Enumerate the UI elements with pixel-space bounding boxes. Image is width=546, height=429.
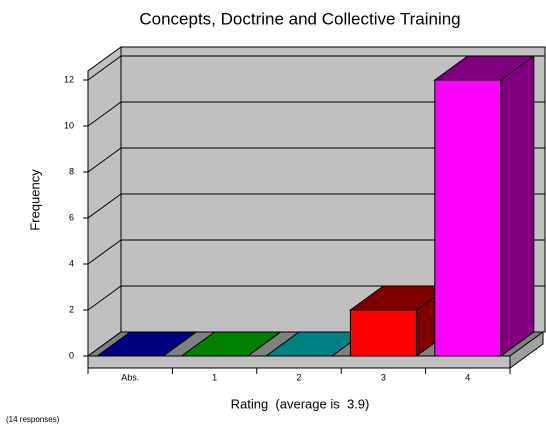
bar [349, 309, 417, 357]
grid-line [87, 193, 122, 219]
y-axis-label: Frequency [27, 169, 42, 231]
y-tick-label: 0 [69, 350, 74, 360]
x-tick-label: 4 [465, 372, 470, 382]
x-axis-label: Rating (average is 3.9) [231, 396, 370, 411]
grid-line [87, 55, 122, 81]
floor-side [509, 331, 544, 369]
y-tick-label: 4 [69, 258, 74, 268]
y-tick-label: 12 [64, 74, 74, 84]
floor-front [87, 355, 511, 369]
note: (14 responses) [6, 415, 60, 424]
y-tick-label: 2 [69, 304, 74, 314]
bar-top [95, 331, 198, 357]
grid-line [87, 239, 122, 265]
y-tick-label: 6 [69, 212, 74, 222]
x-tick-label: 3 [381, 372, 386, 382]
bar-side [500, 55, 535, 357]
left-wall [87, 46, 122, 357]
x-tick-label: 2 [296, 372, 301, 382]
x-tick-label: Abs. [121, 372, 139, 382]
x-tick-label: 1 [212, 372, 217, 382]
y-tick-label: 10 [64, 120, 74, 130]
chart-title: Concepts, Doctrine and Collective Traini… [139, 9, 460, 28]
grid-line [87, 147, 122, 173]
bar-top [180, 331, 283, 357]
bar [434, 79, 502, 357]
grid-line [87, 101, 122, 127]
y-tick-label: 8 [69, 166, 74, 176]
grid-line [87, 285, 122, 311]
